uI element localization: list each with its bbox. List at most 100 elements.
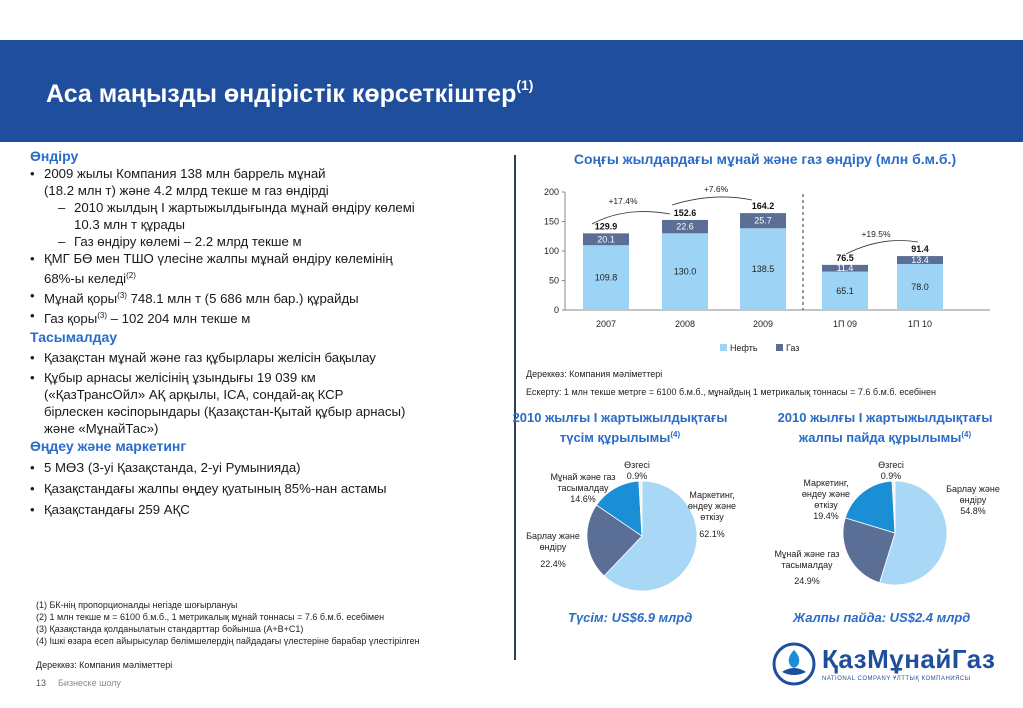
chart-source-notes: Дереккөз: Компания мәліметтері Ескерту: … xyxy=(526,365,936,401)
pie-slice xyxy=(879,480,948,586)
gas-value-label: 22.6 xyxy=(676,222,694,232)
pie-slice xyxy=(842,517,896,584)
y-tick-label: 200 xyxy=(544,187,559,197)
section-transport-heading: Тасымалдау xyxy=(30,329,118,345)
oil-value-label: 130.0 xyxy=(674,267,697,277)
legend-oil-label: Нефть xyxy=(730,343,758,353)
total-value-label: 129.9 xyxy=(595,221,618,231)
y-tick-label: 0 xyxy=(554,305,559,315)
logo-name: ҚазМұнайГаз xyxy=(822,644,996,674)
section-name: Бизнеске шолу xyxy=(58,678,121,688)
bar-chart-title: Соңғы жылдардағы мұнай және газ өндіру (… xyxy=(573,151,957,167)
total-value-label: 152.6 xyxy=(674,208,697,218)
legend-oil-swatch xyxy=(720,344,727,351)
chart-note: Ескерту: 1 млн текше метрге = 6100 б.м.б… xyxy=(526,387,936,397)
pie-slice xyxy=(595,480,643,537)
bullet-pipeline-control: Қазақстан мұнай және газ құбырлары желіс… xyxy=(30,349,505,366)
pie2-caption: Жалпы пайда: US$2.4 млрд xyxy=(793,610,971,625)
title-bar xyxy=(0,40,1023,142)
oil-value-label: 78.0 xyxy=(911,282,929,292)
pie-slice xyxy=(603,480,698,592)
gross-profit-pie-chart xyxy=(842,480,948,586)
total-value-label: 91.4 xyxy=(911,244,929,254)
bullet-pipeline-length: Құбыр арнасы желісінің ұзындығы 19 039 к… xyxy=(30,369,505,437)
subbullet-gas-h1-2010: Газ өндіру көлемі – 2.2 млрд текше м xyxy=(30,233,505,250)
pie-slice xyxy=(844,480,896,534)
x-tick-label: 1П 10 xyxy=(908,319,932,329)
subbullet-oil-h1-2010: 2010 жылдың І жартыжылдығында мұнай өнді… xyxy=(30,199,505,233)
total-value-label: 164.2 xyxy=(752,201,775,211)
section-production-heading: Өндіру xyxy=(30,148,79,164)
pie2-label-exploration: Барлау және өндіру 54.8% xyxy=(946,484,1000,516)
bar-gas xyxy=(740,213,786,229)
y-tick-label: 100 xyxy=(544,246,559,256)
bullet-refining-capacity: Қазақстандағы жалпы өңдеу қуатының 85%-н… xyxy=(30,480,505,497)
bullet-refineries: 5 МӨЗ (3-уі Қазақстанда, 2-уі Румынияда) xyxy=(30,459,505,476)
pie2-label-marketing: Маркетинг, өндеу және өткізу 19.4% xyxy=(801,478,851,521)
bar-oil xyxy=(583,245,629,310)
pie1-caption: Түсім: US$6.9 млрд xyxy=(568,610,693,625)
bullet-gas-stations: Қазақстандағы 259 АҚС xyxy=(30,501,505,518)
footnote-3: (3) Қазақстанда қолданылатын стандарттар… xyxy=(36,624,304,634)
footnote-1: (1) БК-нің пропорционалды негізде шоғырл… xyxy=(36,600,238,610)
pie1-label-other: Өзгесі 0.9% xyxy=(624,460,650,481)
bar-oil xyxy=(897,263,943,310)
page-number: 13 xyxy=(36,678,47,688)
growth-label: +17.4% xyxy=(608,196,638,206)
gas-value-label: 11.4 xyxy=(837,263,854,273)
bar-oil xyxy=(822,271,868,310)
bar-oil xyxy=(740,228,786,310)
left-column: Өндіру 2009 жылы Компания 138 млн баррел… xyxy=(30,148,505,518)
pie2-label-transport: Мұнай және газ тасымалдау 24.9% xyxy=(774,549,840,586)
y-tick-label: 50 xyxy=(549,276,559,286)
oil-value-label: 65.1 xyxy=(836,286,854,296)
pie-slice xyxy=(891,480,896,534)
x-tick-label: 1П 09 xyxy=(833,319,857,329)
legend-gas-swatch xyxy=(776,344,783,351)
footnote-2: (2) 1 млн текше м = 6100 б.м.б., 1 метри… xyxy=(36,612,385,622)
x-tick-label: 2007 xyxy=(596,319,616,329)
logo-subtitle: NATIONAL COMPANY ҰЛТТЫҚ КОМПАНИЯСЫ xyxy=(822,676,971,682)
growth-label: +19.5% xyxy=(861,229,891,239)
chart-source: Дереккөз: Компания мәліметтері xyxy=(526,369,663,379)
pie1-label-transport: Мұнай және газ тасымалдау 14.6% xyxy=(550,472,616,504)
total-value-label: 76.5 xyxy=(836,253,854,263)
bullet-share: ҚМГ БӨ мен ТШО үлесіне жалпы мұнай өндір… xyxy=(30,250,505,287)
pie1-title: 2010 жылғы І жартыжылдықтағы түсім құрылы… xyxy=(512,410,728,445)
pie1-label-marketing: Маркетинг, өндеу және өткізу 62.1% xyxy=(687,490,737,539)
growth-arrow xyxy=(671,196,753,206)
source-note-left: Дереккөз: Компания мәліметтері xyxy=(36,660,173,670)
bullet-gas-reserves: Газ қоры(3) – 102 204 млн текше м xyxy=(30,307,505,327)
page-title: Аса маңызды өндірістік көрсеткіштер(1) xyxy=(46,77,534,108)
gas-value-label: 13.4 xyxy=(911,255,929,265)
bullet-oil-reserves: Мұнай қоры(3) 748.1 млн т (5 686 млн бар… xyxy=(30,287,505,307)
bar-gas xyxy=(662,219,708,234)
pie2-label-other: Өзгесі 0.9% xyxy=(878,460,904,481)
pie2-title: 2010 жылғы І жартыжылдықтағы жалпы пайда … xyxy=(777,410,993,445)
pie-slice xyxy=(586,504,643,577)
page-footer: 13 Бизнеске шолу xyxy=(36,678,121,688)
oil-value-label: 109.8 xyxy=(595,273,618,283)
column-divider xyxy=(514,155,516,660)
growth-arrow xyxy=(845,240,919,255)
growth-arrow xyxy=(591,211,671,225)
footnote-4: (4) Ішкі өзара есеп айырысулар бөлімшеле… xyxy=(36,636,420,646)
footnotes: (1) БК-нің пропорционалды негізде шоғырл… xyxy=(36,599,420,647)
bar-gas xyxy=(822,264,868,272)
revenue-pie-chart xyxy=(586,480,698,592)
x-tick-label: 2009 xyxy=(753,319,773,329)
oil-value-label: 138.5 xyxy=(752,264,775,274)
growth-label: +7.6% xyxy=(704,184,729,194)
legend-gas-label: Газ xyxy=(786,343,799,353)
bar-gas xyxy=(583,233,629,246)
pie1-label-exploration: Барлау және өндіру 22.4% xyxy=(526,531,580,569)
bullet-production-2009: 2009 жылы Компания 138 млн баррель мұнай… xyxy=(30,165,505,199)
bar-gas xyxy=(897,256,943,264)
kmg-flame-logo-icon xyxy=(772,642,816,686)
y-tick-label: 150 xyxy=(544,217,559,227)
section-refining-heading: Өңдеу және маркетинг xyxy=(30,438,187,454)
pie-slice xyxy=(638,480,643,537)
x-tick-label: 2008 xyxy=(675,319,695,329)
bar-oil xyxy=(662,233,708,310)
company-logo: ҚазМұнайГаз NATIONAL COMPANY ҰЛТТЫҚ КОМП… xyxy=(772,640,1002,690)
